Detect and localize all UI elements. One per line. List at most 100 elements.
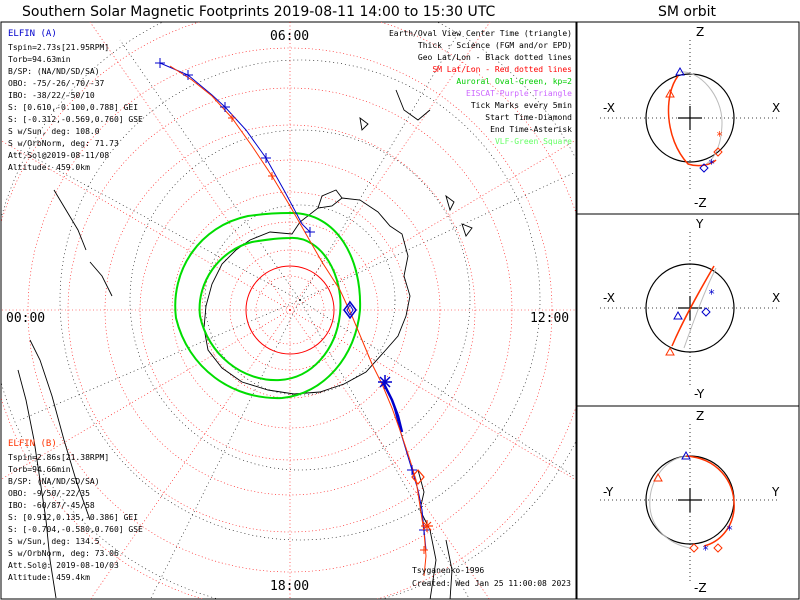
- orbit-diamond: [699, 163, 709, 173]
- auroral-oval: [174, 211, 362, 400]
- sm-pole-circle: [245, 265, 335, 355]
- orbit-asterisk: *: [708, 287, 715, 301]
- orbit-b-arc: [671, 265, 715, 347]
- sm-longitude-grid: [1, 22, 576, 599]
- elfin-b-info: ELFIN (B) Tspin=2.86s[21.38RPM] Torb=94.…: [8, 439, 143, 582]
- created-timestamp: Created: Wed Jan 25 11:00:08 2023: [412, 579, 571, 588]
- elfin-a-line: B/SP: (NA/ND/SD/SA): [8, 67, 100, 76]
- axis-label-bottom: -Y: [694, 387, 705, 401]
- elfin-b-line: Att.Sol@: 2019-08-10/03: [8, 561, 119, 570]
- elfin-a-ticks: [155, 58, 429, 535]
- legend-entry: End Time-Asterisk: [490, 125, 572, 134]
- elfin-a-line: Altitude: 459.0km: [8, 163, 90, 172]
- elfin-a-line: IBO: -38/22/-50/10: [8, 91, 95, 100]
- elfin-b-line: S: [0.912,0.135,-0.386] GEI: [8, 513, 138, 522]
- elfin-b-line: S w/Sun, deg: 134.5: [8, 537, 100, 546]
- axis-label-left: -Y: [603, 485, 614, 499]
- elfin-a-line: S w/Sun, deg: 108.0: [8, 127, 100, 136]
- elfin-a-line: Att.Sol@2019-08-11/08: [8, 151, 109, 160]
- geo-longitude-grid: [19, 29, 576, 599]
- legend-entry: Earth/Oval View Center Time (triangle): [389, 29, 572, 38]
- orbit-back-arc: [679, 71, 723, 165]
- elfin-b-track: [169, 65, 427, 577]
- legend-entry: EISCAT-Purple Triangle: [466, 89, 572, 98]
- elfin-b-line: IBO: -60/87/-45/58: [8, 501, 95, 510]
- polar-map: [1, 22, 576, 599]
- map-frame: [0, 21, 577, 600]
- elfin-b-ticks: [228, 114, 428, 554]
- legend-entry: Thick - Science (FGM and/or EPD): [418, 41, 572, 50]
- orbit-marker: [673, 310, 683, 320]
- elfin-a-start-inner: [346, 304, 354, 316]
- elfin-b-line: Altitude: 459.4km: [8, 573, 90, 582]
- axis-label-left: -X: [603, 101, 615, 115]
- orbit-diamond: [689, 543, 699, 553]
- orbit-panels: * * Z -Z -X X * Y -Y -X X: [576, 21, 800, 600]
- earth-circle: [645, 73, 735, 163]
- orbit-marker: [665, 88, 675, 98]
- orbit-asterisk: *: [708, 157, 715, 171]
- orbit-marker: [675, 66, 685, 76]
- orbit-diamond: [713, 147, 723, 157]
- elfin-b-line: OBO: -9/50/-22/35: [8, 489, 90, 498]
- orbit-asterisk: *: [702, 543, 709, 557]
- coastlines: [17, 89, 473, 599]
- orbit-marker: [681, 450, 691, 460]
- hour-label-left: 00:00: [6, 311, 45, 326]
- elfin-a-line: Tspin=2.73s[21.95RPM]: [8, 43, 109, 52]
- elfin-b-line: Tspin=2.86s[21.38RPM]: [8, 453, 109, 462]
- axis-label-right: X: [772, 291, 780, 305]
- elfin-b-end-asterisk: [421, 520, 433, 532]
- legend-entry: Geo Lat/Lon - Black dotted lines: [418, 53, 572, 62]
- orbit-back-arc: [683, 267, 717, 349]
- orbit-back-arc: [649, 455, 691, 549]
- orbit-marker: [665, 346, 675, 356]
- hour-label-right: 12:00: [530, 311, 569, 326]
- legend-entry: SM Lat/Lon - Red dotted lines: [432, 65, 572, 74]
- hour-label-bottom: 18:00: [270, 579, 309, 594]
- elfin-b-line: S: [-0.704,-0.580,0.760] GSE: [8, 525, 143, 534]
- orbit-diamond: [713, 543, 723, 553]
- elfin-a-line: OBO: -75/-26/-70/-37: [8, 79, 105, 88]
- hour-label-top: 06:00: [270, 29, 309, 44]
- axis-label-left: -X: [603, 291, 615, 305]
- elfin-a-line: S: [0.610,-0.100,0.788] GEI: [8, 103, 138, 112]
- axis-label-top: Y: [695, 217, 704, 231]
- elfin-a-line: Torb=94.63min: [8, 55, 71, 64]
- axis-label-right: X: [772, 101, 780, 115]
- model-credit: Tsyganenko-1996: [412, 566, 484, 575]
- orbit-b-arc: [667, 75, 717, 167]
- orbit-diamond: [701, 307, 711, 317]
- legend: Earth/Oval View Center Time (triangle) T…: [389, 29, 572, 146]
- orbit-panel-yz: * * Z -Z -Y Y: [600, 409, 780, 595]
- elfin-a-end-asterisk: [378, 375, 392, 389]
- orbit-asterisk: *: [716, 129, 723, 143]
- axis-label-right: Y: [771, 485, 780, 499]
- axis-label-top: Z: [696, 25, 704, 39]
- axis-label-bottom: -Z: [694, 196, 707, 210]
- figure-title: Southern Solar Magnetic Footprints 2019-…: [22, 4, 496, 20]
- orbit-b-arc: [685, 455, 735, 547]
- legend-entry: Start Time-Diamond: [485, 113, 572, 122]
- axis-label-bottom: -Z: [694, 581, 707, 595]
- orbit-title: SM orbit: [658, 4, 717, 20]
- elfin-b-line: B/SP: (NA/ND/SD/SA): [8, 477, 100, 486]
- orbit-panel-xy: * Y -Y -X X: [600, 217, 780, 401]
- orbit-panel-xz: * * Z -Z -X X: [600, 25, 780, 210]
- elfin-a-info: ELFIN (A) Tspin=2.73s[21.95RPM] Torb=94.…: [8, 29, 143, 172]
- axis-label-top: Z: [696, 409, 704, 423]
- orbit-marker: [653, 472, 663, 482]
- orbit-asterisk: *: [726, 523, 733, 537]
- elfin-a-start-diamond: [343, 300, 357, 320]
- elfin-b-start-diamond: [411, 469, 425, 485]
- legend-entry: Tick Marks every 5min: [471, 101, 572, 110]
- elfin-b-line: S w/OrbNorm, deg: 73.06: [8, 549, 119, 558]
- legend-entry: Auroral Oval-Green, kp=2: [456, 77, 572, 86]
- elfin-b-line: Torb=94.66min: [8, 465, 71, 474]
- elfin-a-name: ELFIN (A): [8, 29, 57, 39]
- elfin-a-line: S: [-0.312,-0.569,0.760] GSE: [8, 115, 143, 124]
- elfin-a-line: S w/OrbNorm, deg: 71.73: [8, 139, 119, 148]
- legend-entry: VLF-Green Square: [495, 137, 572, 146]
- elfin-b-name: ELFIN (B): [8, 439, 57, 449]
